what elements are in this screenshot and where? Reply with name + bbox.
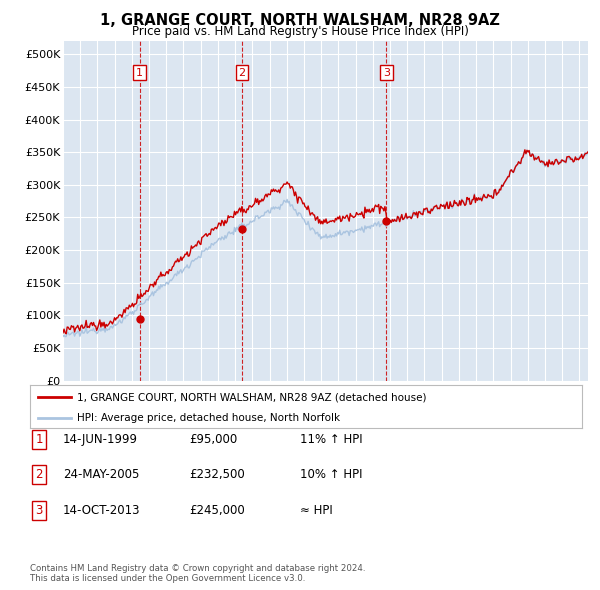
Text: 14-OCT-2013: 14-OCT-2013 (63, 504, 140, 517)
Text: 1, GRANGE COURT, NORTH WALSHAM, NR28 9AZ: 1, GRANGE COURT, NORTH WALSHAM, NR28 9AZ (100, 13, 500, 28)
Text: 2: 2 (35, 468, 43, 481)
Text: ≈ HPI: ≈ HPI (300, 504, 333, 517)
Text: £95,000: £95,000 (189, 433, 237, 446)
Text: 24-MAY-2005: 24-MAY-2005 (63, 468, 139, 481)
Text: 11% ↑ HPI: 11% ↑ HPI (300, 433, 362, 446)
Text: £245,000: £245,000 (189, 504, 245, 517)
Text: £232,500: £232,500 (189, 468, 245, 481)
Text: 14-JUN-1999: 14-JUN-1999 (63, 433, 138, 446)
Text: 1: 1 (35, 433, 43, 446)
Text: HPI: Average price, detached house, North Norfolk: HPI: Average price, detached house, Nort… (77, 414, 340, 424)
Text: 1: 1 (136, 68, 143, 78)
Text: 3: 3 (383, 68, 390, 78)
Text: 2: 2 (238, 68, 245, 78)
Text: Price paid vs. HM Land Registry's House Price Index (HPI): Price paid vs. HM Land Registry's House … (131, 25, 469, 38)
Text: 1, GRANGE COURT, NORTH WALSHAM, NR28 9AZ (detached house): 1, GRANGE COURT, NORTH WALSHAM, NR28 9AZ… (77, 392, 427, 402)
Text: 3: 3 (35, 504, 43, 517)
Text: 10% ↑ HPI: 10% ↑ HPI (300, 468, 362, 481)
Text: Contains HM Land Registry data © Crown copyright and database right 2024.
This d: Contains HM Land Registry data © Crown c… (30, 563, 365, 583)
